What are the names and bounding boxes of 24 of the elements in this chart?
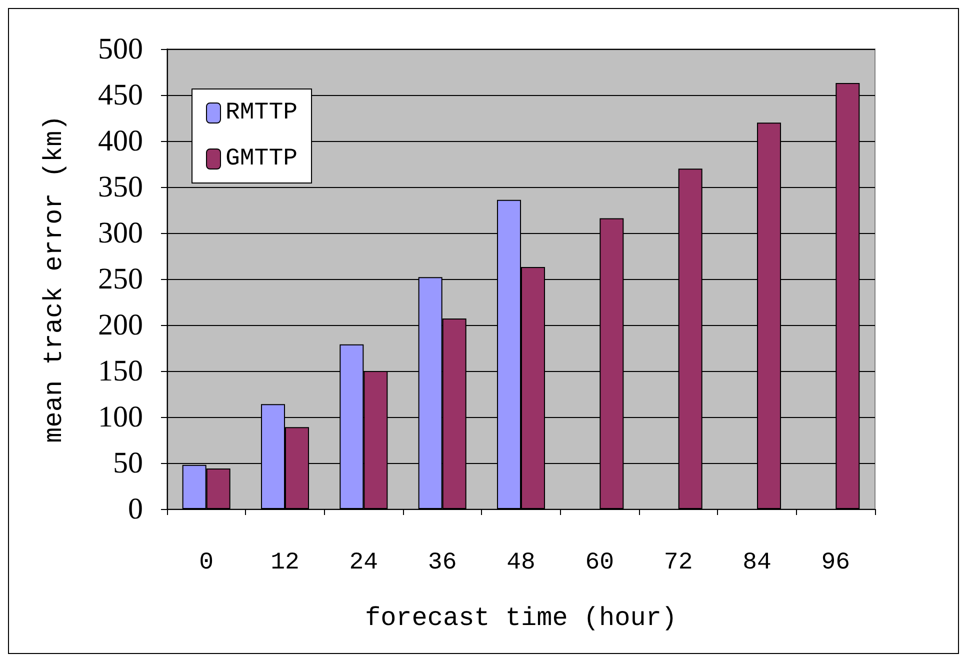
y-tick-label: 500 <box>98 32 143 66</box>
y-tick-label: 200 <box>98 308 143 342</box>
x-tick-label: 12 <box>270 550 300 576</box>
legend-label: GMTTP <box>226 146 298 172</box>
x-tick-label: 60 <box>585 550 614 576</box>
y-tick-label: 400 <box>98 124 143 158</box>
x-axis-title: forecast time (hour) <box>364 603 678 633</box>
x-tick-label: 48 <box>506 550 536 576</box>
y-tick-label: 0 <box>128 492 143 526</box>
y-tick-label: 50 <box>113 446 143 480</box>
x-tick-label: 36 <box>428 550 457 576</box>
x-tick-label: 0 <box>199 550 214 576</box>
y-tick-label: 250 <box>98 262 143 296</box>
y-tick-label: 100 <box>98 400 143 434</box>
x-tick-label: 24 <box>349 550 378 576</box>
y-axis-title: mean track error (km) <box>39 115 69 443</box>
y-tick-label: 450 <box>98 78 143 112</box>
y-tick-label: 350 <box>98 170 143 204</box>
legend-label: RMTTP <box>226 100 298 126</box>
y-tick-label: 150 <box>98 354 143 388</box>
y-tick-label: 300 <box>98 216 143 250</box>
x-tick-label: 72 <box>664 550 693 576</box>
x-tick-label: 96 <box>821 550 850 576</box>
x-tick-label: 84 <box>742 550 772 576</box>
